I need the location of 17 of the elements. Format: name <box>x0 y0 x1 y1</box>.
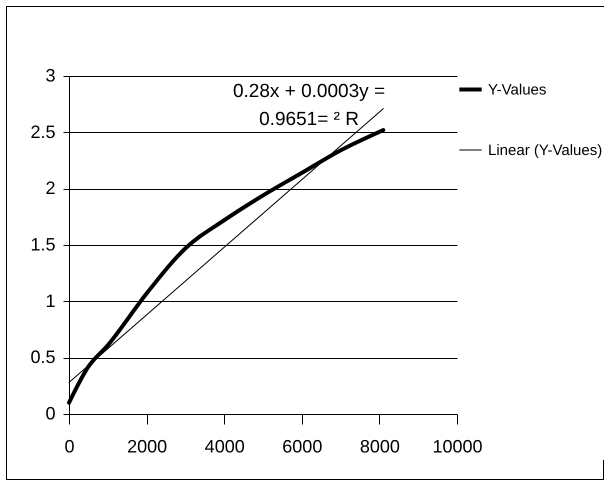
y-tick-label: 0 <box>45 404 56 424</box>
y-tick-label: 0.5 <box>30 347 56 368</box>
x-tick-label: 6000 <box>282 436 322 456</box>
y-tick-label: 1.5 <box>30 234 56 254</box>
legend-label: Y-Values <box>488 82 546 98</box>
x-tick-label: 0 <box>64 436 75 456</box>
x-tick-label: 10000 <box>432 436 483 456</box>
annotation: 0.9651= ² R <box>259 109 359 130</box>
x-tick-label: 4000 <box>204 436 245 456</box>
y-tick-label: 1 <box>45 290 56 311</box>
x-tick-label: 2000 <box>127 436 168 456</box>
legend-label: Linear (Y-Values) <box>488 142 602 159</box>
y-tick-label: 2 <box>45 178 56 198</box>
annotation: 0.28x + 0.0003y = <box>232 81 386 102</box>
y-tick-label: 3 <box>45 66 56 86</box>
x-tick-label: 8000 <box>360 436 400 456</box>
y-tick-label: 2.5 <box>30 122 56 142</box>
